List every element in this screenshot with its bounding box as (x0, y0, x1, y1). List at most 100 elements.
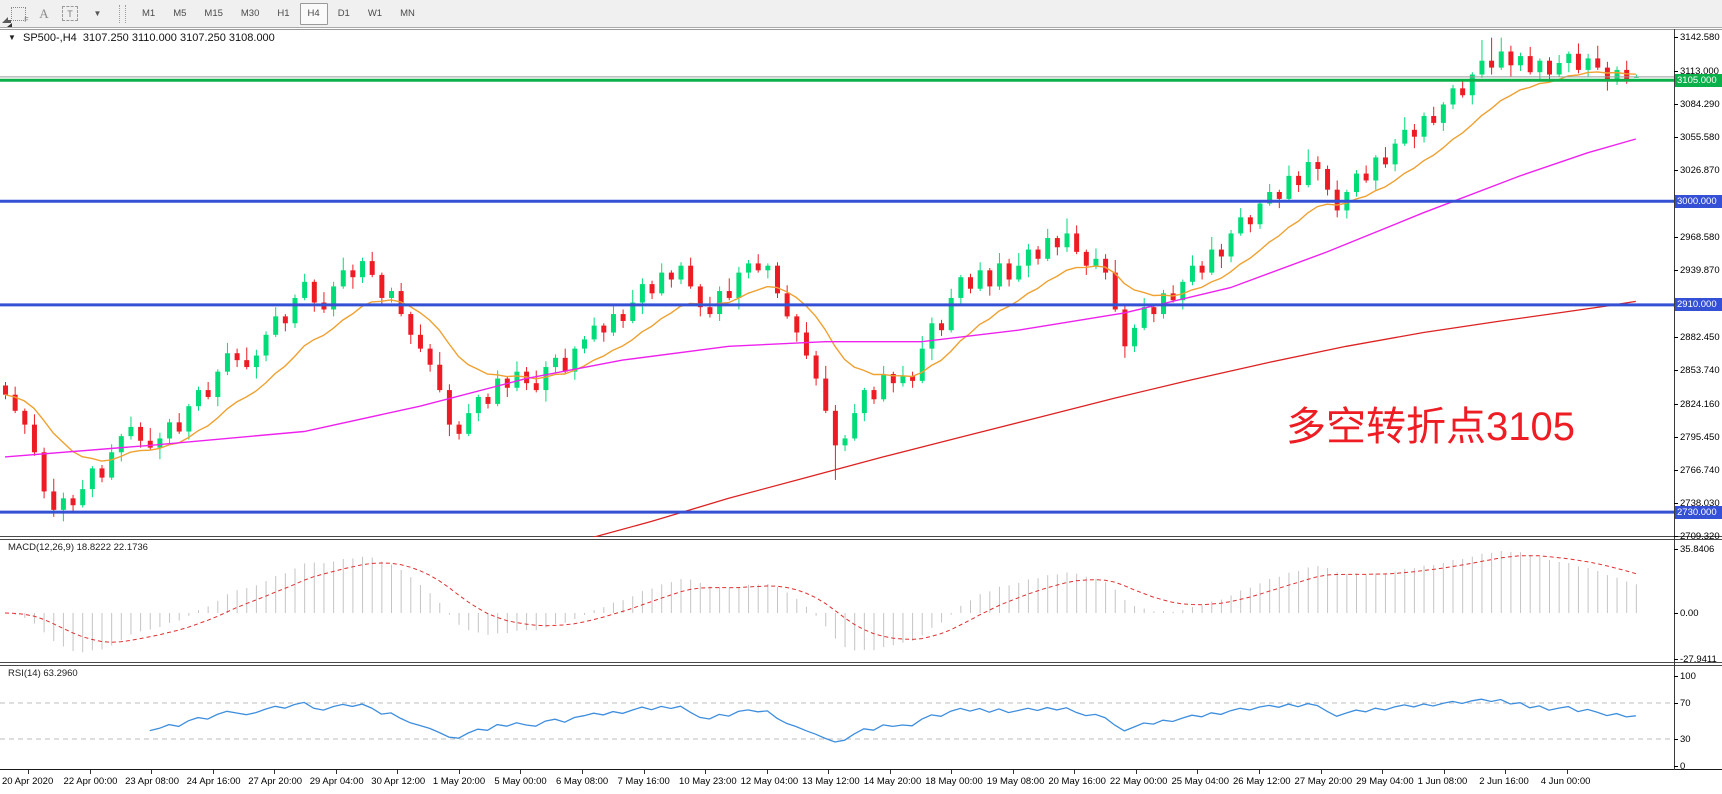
chart-text-annotation[interactable]: 多空转折点3105 (1286, 405, 1575, 449)
collapse-triangle-icon[interactable]: ▼ (8, 33, 16, 42)
macd-signal-line (4, 555, 1636, 643)
ma-fast-line (4, 71, 1636, 462)
timeframe-button-w1[interactable]: W1 (367, 8, 383, 19)
time-tick (1197, 770, 1199, 774)
time-tick (212, 770, 214, 774)
fibo-tool-icon: F (10, 6, 29, 24)
time-label: 29 May 04:00 (1356, 776, 1414, 787)
main-chart-panel[interactable] (0, 29, 1722, 537)
time-tick (581, 770, 583, 774)
time-label: 1 May 20:00 (432, 776, 486, 787)
time-tick (1259, 770, 1260, 774)
time-tick (828, 770, 830, 774)
timeframe-group: M1 M5 M15 M30 H1 H4 D1 W1 MN (133, 2, 424, 25)
fibo-tool-button[interactable]: F (6, 3, 30, 25)
price-tick-3055.580: 3055.580 (1674, 132, 1720, 143)
price-tick-2882.450: 2882.450 (1674, 332, 1720, 343)
timeframe-button-m1[interactable]: M1 (142, 8, 156, 19)
time-label: 20 May 16:00 (1048, 776, 1106, 787)
price-tick-2853.740: 2853.740 (1674, 365, 1720, 376)
time-tick (1382, 770, 1384, 774)
time-tick (705, 770, 707, 774)
time-tick (1443, 770, 1445, 774)
price-badge-3000.000: 3000.000 (1675, 194, 1722, 208)
time-tick (1135, 770, 1137, 774)
timeframe-button-d1[interactable]: D1 (337, 8, 350, 19)
time-tick (458, 770, 460, 774)
time-label: 22 Apr 00:00 (63, 776, 118, 787)
time-axis[interactable]: 20 Apr 2020 22 Apr 00:00 23 Apr 08:00 24 Ap… (0, 770, 1722, 794)
price-badge-3105.000: 3105.000 (1675, 73, 1722, 87)
timeframe-button-h4[interactable]: H4 (299, 2, 328, 25)
rsi-panel[interactable] (0, 665, 1722, 770)
time-tick (1566, 770, 1568, 774)
time-tick (520, 770, 522, 774)
time-label: 7 May 16:00 (617, 776, 670, 787)
time-label: 4 Jun 00:00 (1540, 776, 1591, 787)
time-label: 30 Apr 12:00 (371, 776, 426, 787)
chart-title: ▼ SP500-,H4 3107.250 3110.000 3107.250 3… (8, 32, 275, 44)
timeframe-button-m30[interactable]: M30 (240, 8, 260, 19)
time-label: 20 Apr 2020 (2, 776, 54, 787)
timeframe-button-m15[interactable]: M15 (204, 8, 223, 19)
price-tick-3142.580: 3142.580 (1674, 32, 1720, 43)
timeframe-button-mn[interactable]: MN (400, 8, 415, 19)
price-tick-2939.870: 2939.870 (1674, 265, 1720, 276)
timeframe-button-h1[interactable]: H1 (277, 8, 290, 19)
time-tick (28, 770, 29, 774)
candlestick-chart[interactable] (0, 29, 1674, 537)
time-label: 29 Apr 04:00 (309, 776, 364, 787)
time-tick (766, 770, 768, 774)
rsi-indicator-chart[interactable] (0, 665, 1674, 770)
toolbar-group-handle[interactable] (119, 4, 126, 23)
text-tool-button[interactable]: A (32, 3, 56, 25)
price-tick-3026.870: 3026.870 (1674, 165, 1720, 176)
price-badge-2910.000: 2910.000 (1675, 298, 1722, 312)
time-label: 14 May 20:00 (863, 776, 922, 787)
time-tick (951, 770, 953, 774)
time-label: 27 May 20:00 (1294, 776, 1353, 787)
price-tick-2968.580: 2968.580 (1674, 232, 1720, 243)
time-label: 25 May 04:00 (1171, 776, 1230, 787)
candles (3, 37, 1639, 522)
rsi-label: RSI(14) 63.2960 (8, 668, 78, 679)
label-tool-button[interactable]: T (58, 3, 82, 25)
time-label: 1 Jun 08:00 (1417, 776, 1468, 787)
time-label: 23 Apr 08:00 (125, 776, 179, 787)
toolbar: F A T ▼ M1 M5 M15 M30 H1 H4 D1 W1 MN (0, 0, 1722, 28)
time-label: 5 May 00:00 (494, 776, 547, 787)
time-tick (643, 770, 645, 774)
macd-label: MACD(12,26,9) 18.8222 22.1736 (8, 542, 148, 553)
time-label: 26 May 12:00 (1233, 776, 1291, 787)
rsi-line (149, 698, 1636, 743)
arrows-tool-button[interactable]: ▼ (2, 3, 108, 27)
macd-indicator-chart[interactable] (0, 539, 1674, 663)
macd-panel[interactable] (0, 539, 1722, 663)
price-tick-3084.290: 3084.290 (1674, 99, 1720, 110)
time-tick (335, 770, 337, 774)
macd-tick-35.8406: 35.8406 (1674, 544, 1714, 555)
rsi-tick-70: 70 (1674, 698, 1691, 709)
time-label: 6 May 08:00 (555, 776, 609, 787)
price-tick-3113.000: 3113.000 (1674, 66, 1719, 77)
time-label: 2 Jun 16:00 (1479, 776, 1529, 787)
price-axis-divider (1674, 29, 1675, 770)
time-label: 22 May 00:00 (1109, 776, 1168, 787)
price-tick-2795.450: 2795.450 (1674, 432, 1720, 443)
price-tick-2709.320: 2709.320 (1674, 531, 1720, 542)
time-tick (274, 770, 276, 774)
chevron-down-icon[interactable]: ▼ (93, 9, 102, 18)
time-label: 24 Apr 16:00 (186, 776, 241, 787)
time-label: 12 May 04:00 (740, 776, 799, 787)
time-tick (89, 770, 91, 774)
rsi-tick-100: 100 (1674, 671, 1696, 682)
time-label: 10 May 23:00 (679, 776, 737, 787)
macd-tick-0.00: 0.00 (1674, 608, 1699, 619)
symbol-period-label: SP500-,H4 (22, 32, 77, 44)
timeframe-button-m5[interactable]: M5 (173, 8, 187, 19)
time-label: 13 May 12:00 (802, 776, 860, 787)
time-label: 19 May 08:00 (986, 776, 1045, 787)
text-tool-icon: A (39, 5, 49, 21)
time-label: 27 Apr 20:00 (248, 776, 303, 787)
